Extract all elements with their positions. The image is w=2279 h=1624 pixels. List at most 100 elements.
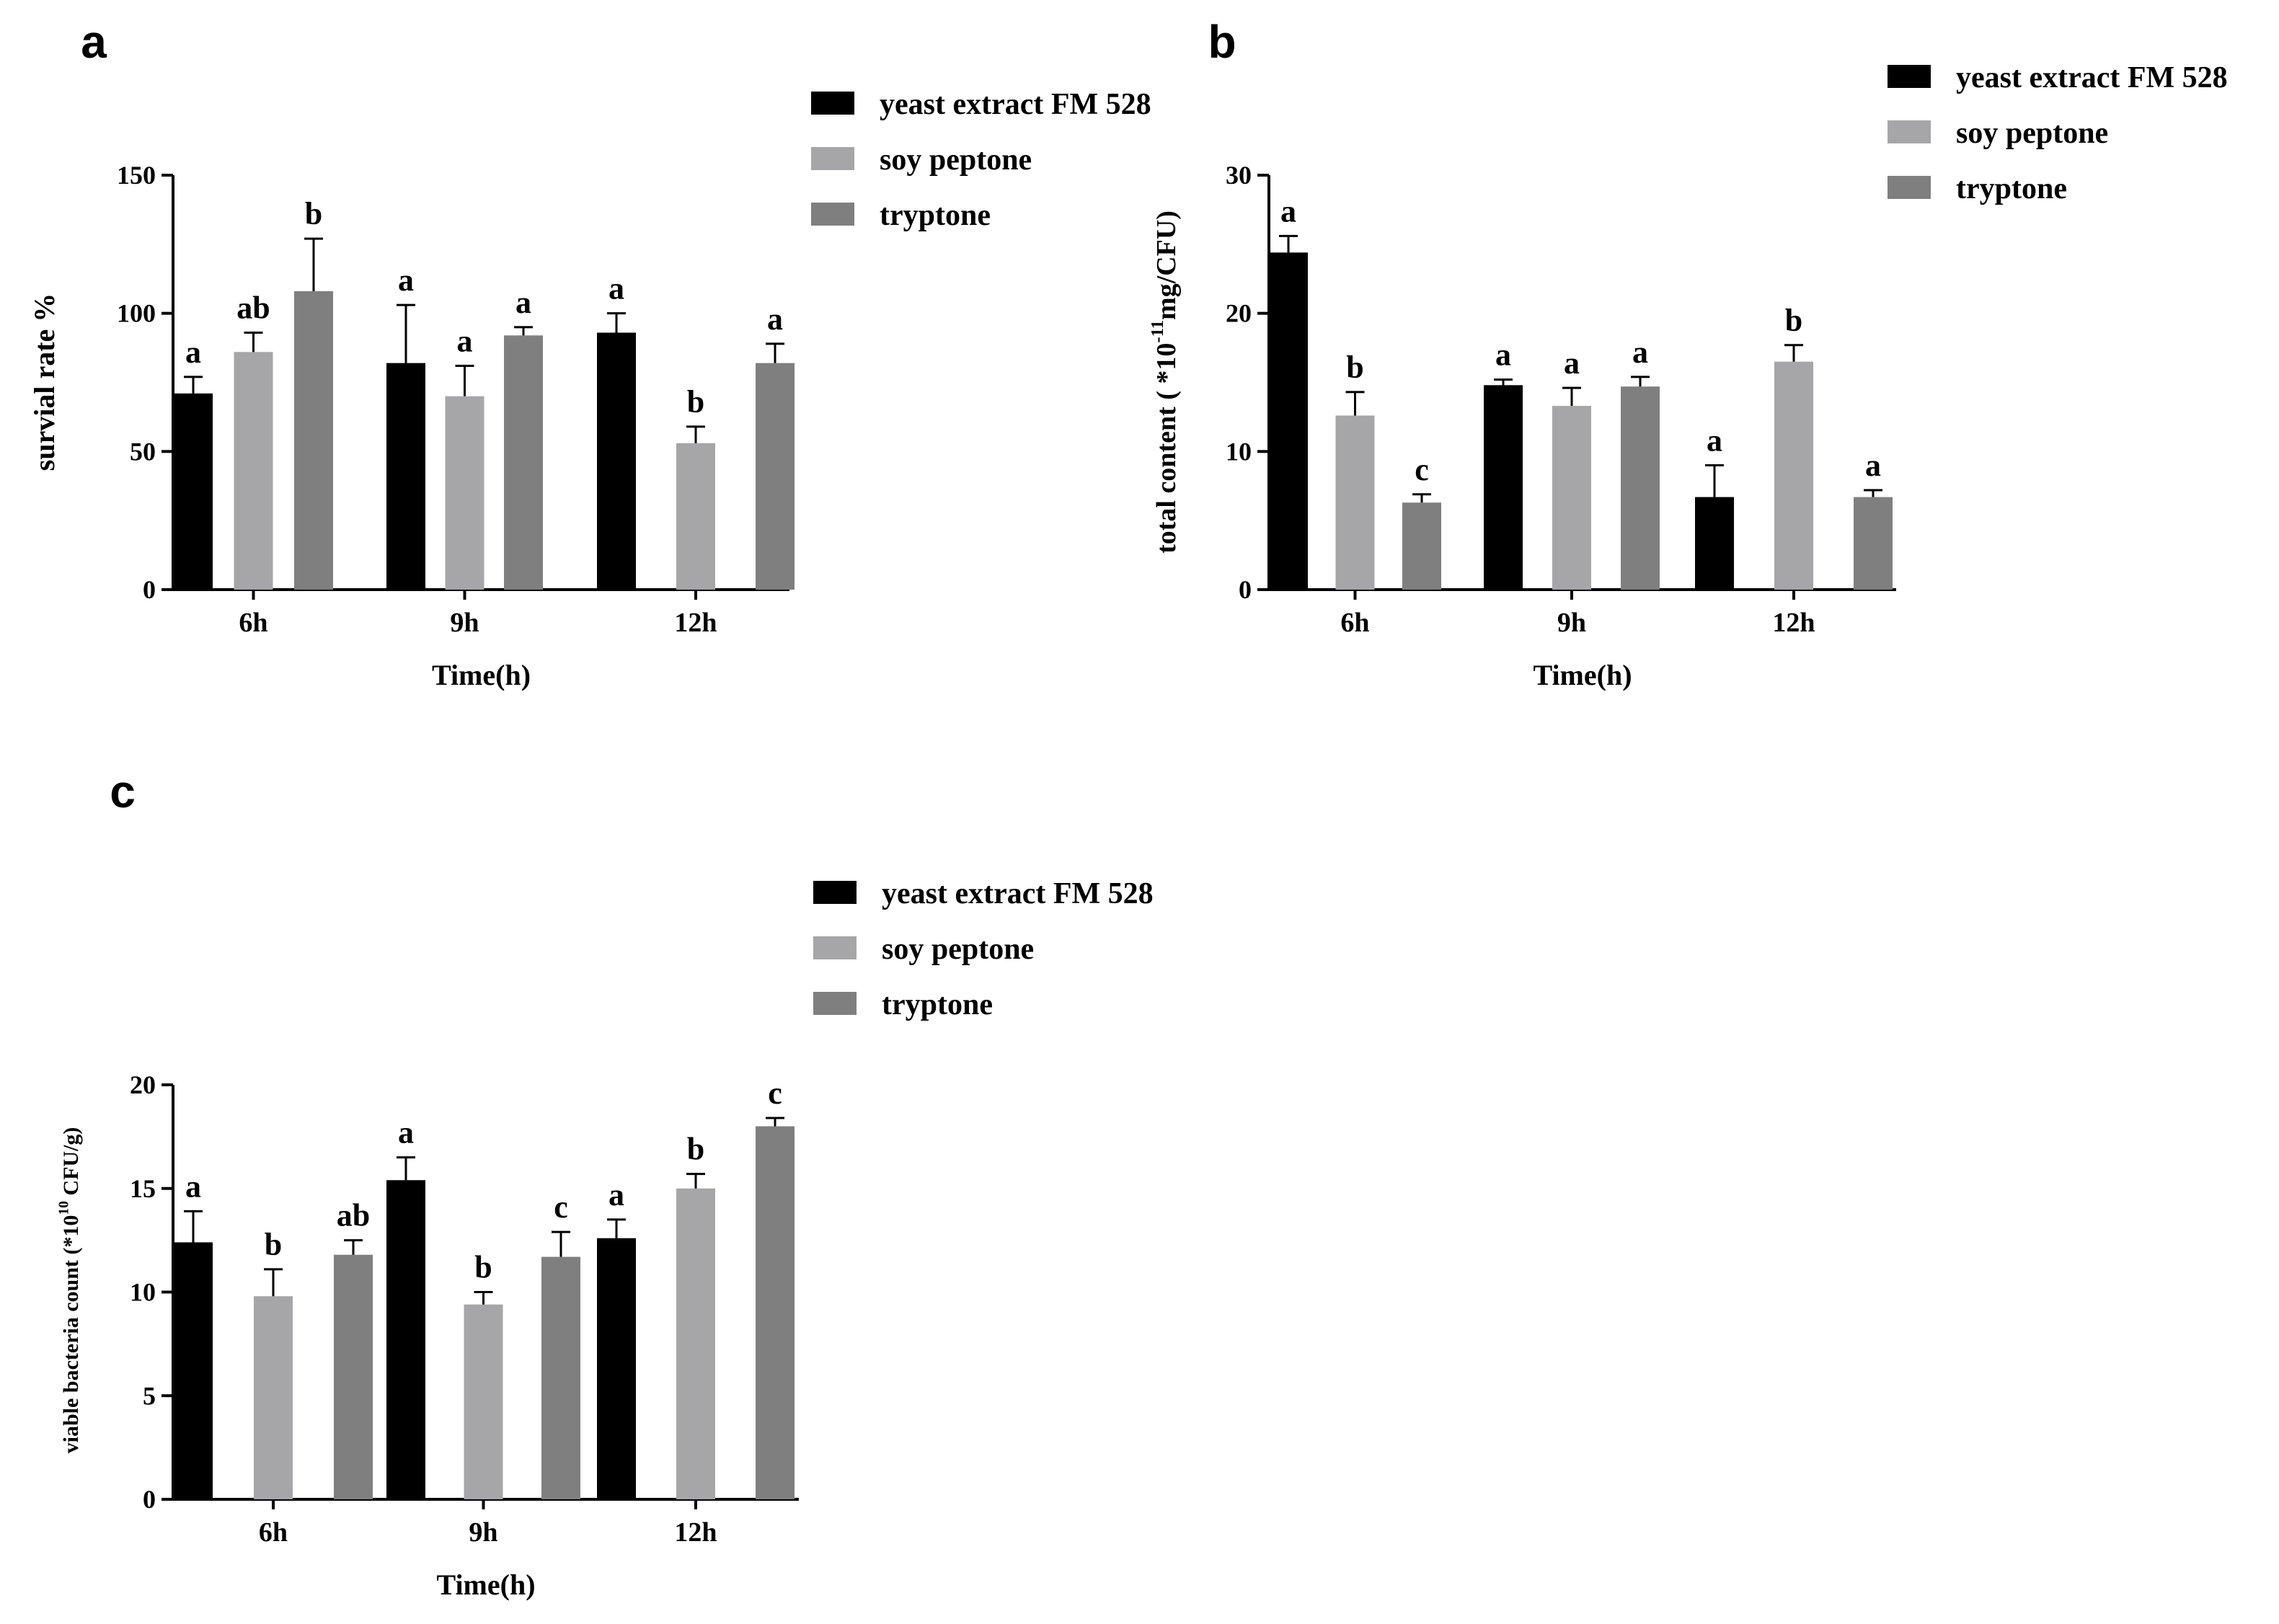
significance-letter: b (687, 1132, 704, 1167)
bar (1621, 386, 1660, 590)
legend-swatch (811, 92, 854, 115)
significance-letter: a (1564, 345, 1580, 381)
bar (541, 1256, 580, 1499)
x-tick-label: 12h (1772, 608, 1815, 638)
bar (597, 332, 636, 590)
legend-label: tryptone (882, 988, 993, 1021)
bar (676, 443, 715, 590)
y-tick-label: 50 (130, 437, 156, 466)
x-tick-label: 6h (1340, 608, 1369, 638)
y-axis-title-superscript: 10 (57, 1201, 72, 1215)
legend-swatch (1888, 120, 1931, 143)
significance-letter: ab (337, 1198, 370, 1233)
y-tick-label: 10 (1226, 437, 1252, 466)
significance-letter: a (185, 334, 201, 370)
bar (756, 1126, 795, 1499)
legend-swatch (813, 936, 857, 959)
significance-letter: b (687, 384, 704, 420)
bar (1695, 497, 1734, 590)
y-tick-label: 20 (1226, 299, 1252, 328)
legend-swatch (1888, 65, 1931, 88)
significance-letter: a (1707, 423, 1722, 458)
y-tick-label: 15 (130, 1174, 156, 1203)
bar (597, 1238, 636, 1499)
legend-label: yeast extract FM 528 (1956, 61, 2228, 94)
significance-letter: a (1495, 337, 1511, 373)
significance-letter: a (1632, 334, 1648, 370)
y-tick-label: 0 (143, 1485, 156, 1514)
bar (676, 1188, 715, 1499)
x-tick-label: 9h (450, 608, 479, 638)
y-tick-label: 0 (143, 575, 156, 604)
x-axis-title: Time(h) (436, 1568, 535, 1601)
y-axis-title-unit: CFU/g) (59, 1127, 83, 1201)
significance-letter: a (609, 1177, 624, 1212)
significance-letter: b (1346, 350, 1363, 385)
bar (464, 1304, 503, 1499)
y-axis-title: viable bacteria count (*1010 CFU/g) (57, 1127, 84, 1454)
x-tick-label: 9h (1557, 608, 1586, 638)
panel-letter-a: a (81, 16, 107, 68)
bar (174, 393, 213, 590)
significance-letter: ab (236, 290, 270, 326)
significance-letter: a (185, 1168, 201, 1204)
legend-label: tryptone (1956, 172, 2067, 205)
y-axis-title-unit: mg/CFU) (1151, 210, 1182, 320)
significance-letter: a (398, 262, 414, 298)
bar (504, 335, 543, 590)
significance-letter: a (398, 1115, 414, 1150)
legend-swatch (813, 881, 857, 904)
legend-label: yeast extract FM 528 (882, 877, 1154, 910)
x-tick-label: 6h (239, 608, 267, 638)
legend-swatch (813, 992, 857, 1015)
bar (1774, 361, 1813, 590)
y-tick-label: 5 (143, 1381, 156, 1410)
bar (254, 1296, 293, 1499)
y-axis-title-main: viable bacteria count (*10 (59, 1215, 83, 1454)
legend-label: yeast extract FM 528 (880, 88, 1151, 121)
legend-label: soy peptone (1956, 117, 2108, 150)
bar (234, 352, 273, 590)
y-axis-title: total content ( *10-11mg/CFU) (1148, 210, 1182, 554)
significance-letter: a (515, 285, 531, 320)
bar (1402, 502, 1441, 590)
legend-label: soy peptone (880, 143, 1032, 177)
bar (1854, 497, 1893, 590)
panel-letter-b: b (1208, 16, 1236, 68)
bar (386, 1180, 425, 1499)
y-tick-label: 30 (1226, 161, 1252, 190)
legend-swatch (1888, 176, 1931, 199)
significance-letter: a (457, 324, 473, 359)
bar (445, 396, 484, 590)
significance-letter: a (767, 301, 783, 337)
bar (1484, 385, 1523, 590)
y-axis-title-superscript: -11 (1148, 320, 1167, 343)
bar (334, 1254, 373, 1499)
bar (1335, 415, 1375, 590)
significance-letter: a (609, 271, 624, 306)
legend-label: tryptone (880, 199, 991, 232)
y-tick-label: 150 (117, 161, 156, 190)
panel-letter-c: c (110, 766, 136, 817)
significance-letter: c (1415, 452, 1429, 487)
legend-swatch (811, 147, 854, 170)
significance-letter: a (1280, 193, 1296, 228)
y-tick-label: 20 (130, 1070, 156, 1099)
chart-c: c05101520abab6habc9habc12hTime(h)viable … (57, 766, 1154, 1601)
legend: yeast extract FM 528 soy peptone tryptone (1888, 61, 2228, 205)
bar (294, 291, 333, 590)
y-tick-label: 10 (130, 1278, 156, 1307)
x-tick-label: 12h (674, 1517, 717, 1548)
y-tick-label: 100 (117, 299, 156, 328)
significance-letter: b (265, 1227, 282, 1262)
x-tick-label: 6h (259, 1517, 288, 1548)
x-axis-title: Time(h) (432, 659, 531, 691)
bar (1269, 252, 1308, 590)
legend-label: soy peptone (882, 933, 1034, 966)
bar (386, 363, 425, 590)
bar (1552, 406, 1591, 590)
bar (756, 363, 795, 590)
chart-b: b 0 10 20 30 a b c 6h a a a 9h a b a 12h Time(h) total con… (1148, 16, 2228, 691)
